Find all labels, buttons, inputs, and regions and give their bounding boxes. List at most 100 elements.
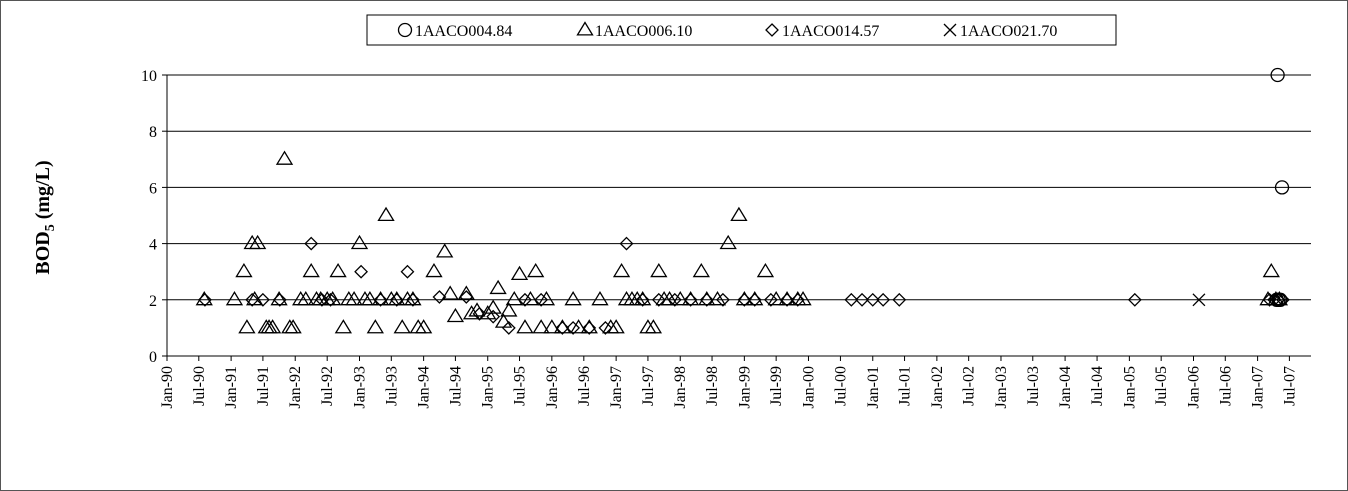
data-point-triangle xyxy=(778,291,796,306)
data-point-triangle xyxy=(543,319,561,334)
y-label-main: BOD xyxy=(32,231,54,274)
data-point-triangle xyxy=(671,291,689,306)
data-point-triangle xyxy=(569,319,588,334)
data-point-triangle xyxy=(719,234,737,250)
data-point-triangle xyxy=(457,285,475,300)
x-tick-label: Jul-99 xyxy=(768,366,785,406)
data-point-diamond xyxy=(272,292,287,307)
data-point-triangle xyxy=(302,262,320,278)
plot-area: 0 2 4 6 8 10 Jan-90 Jul-90 Jan-91 Jul-91 Jan-92 Jul… xyxy=(141,67,1311,409)
data-point-triangle xyxy=(607,319,625,334)
data-point-triangle xyxy=(414,319,433,334)
y-tick-label: 0 xyxy=(149,349,157,366)
legend-marker-triangle xyxy=(576,21,594,36)
data-point-triangle xyxy=(350,234,369,250)
y-label-subscript: 5 xyxy=(43,224,58,231)
data-point-triangle xyxy=(388,291,406,306)
legend-marker-circle xyxy=(397,22,413,38)
data-point-diamond xyxy=(876,292,891,307)
x-tick-label: Jan-99 xyxy=(736,366,753,409)
x-tick-label: Jan-96 xyxy=(544,366,561,409)
data-point-triangle xyxy=(746,291,764,306)
data-point-triangle xyxy=(730,206,748,222)
data-point-triangle xyxy=(371,291,390,306)
x-tick-label: Jan-04 xyxy=(1057,366,1074,409)
data-point-triangle xyxy=(329,262,347,278)
data-point-triangle xyxy=(639,319,657,334)
y-label-unit: (mg/L) xyxy=(32,160,54,224)
data-point-triangle xyxy=(500,302,518,317)
data-point-diamond xyxy=(304,236,319,251)
data-point-triangle xyxy=(510,265,529,281)
data-point-diamond xyxy=(683,292,698,307)
data-point-diamond xyxy=(459,290,474,304)
x-tick-label: Jan-95 xyxy=(480,366,497,409)
data-point-triangle xyxy=(409,319,427,334)
y-tick-label: 10 xyxy=(141,68,157,85)
data-point-triangle xyxy=(794,291,812,306)
data-point-triangle xyxy=(527,262,545,278)
data-point-triangle xyxy=(650,262,668,278)
data-point-triangle xyxy=(243,234,261,250)
x-tick-label: Jul-00 xyxy=(832,366,849,406)
legend-marker-diamond xyxy=(765,23,779,37)
data-point-triangle xyxy=(225,291,244,306)
data-point-diamond xyxy=(472,306,487,321)
data-point-triangle xyxy=(263,319,282,334)
x-tick-label: Jul-03 xyxy=(1025,366,1042,406)
legend-label: 1AACO014.57 xyxy=(782,23,879,40)
data-point-triangle xyxy=(345,291,363,306)
x-tick-label: Jan-97 xyxy=(608,366,625,409)
legend-label: 1AACO004.84 xyxy=(415,23,512,40)
data-point-diamond xyxy=(619,236,634,251)
data-point-triangle xyxy=(634,291,652,306)
data-point-triangle xyxy=(446,307,465,323)
x-tick-label: Jul-94 xyxy=(447,366,464,406)
data-point-triangle xyxy=(334,319,353,334)
data-point-triangle xyxy=(564,291,582,306)
data-point-triangle xyxy=(404,291,422,306)
x-tick-label: Jul-90 xyxy=(191,366,208,406)
data-point-triangle xyxy=(537,291,556,306)
x-tick-label: Jan-05 xyxy=(1121,366,1138,409)
y-tick-label: 4 xyxy=(149,237,157,254)
data-point-diamond xyxy=(865,292,880,307)
data-point-triangle xyxy=(297,291,315,306)
x-tick-label: Jan-03 xyxy=(993,366,1010,409)
data-point-triangle xyxy=(591,291,609,306)
data-point-triangle xyxy=(698,291,716,306)
data-point-diamond xyxy=(566,320,581,335)
data-point-triangle xyxy=(238,319,256,334)
legend-label: 1AACO021.70 xyxy=(960,23,1057,40)
x-tick-label: Jan-98 xyxy=(672,366,689,409)
x-tick-label: Jul-93 xyxy=(383,366,400,406)
x-tick-label: Jan-93 xyxy=(352,366,369,409)
data-point-diamond xyxy=(534,292,549,307)
x-tick-label: Jul-04 xyxy=(1089,366,1106,406)
data-point-triangle xyxy=(248,234,267,250)
data-point-triangle xyxy=(393,319,411,334)
data-point-diamond xyxy=(635,292,650,307)
legend-label: 1AACO006.10 xyxy=(595,23,692,40)
x-tick-label: Jul-01 xyxy=(897,366,914,406)
data-point-triangle xyxy=(284,319,302,334)
y-tick-label: 2 xyxy=(149,293,157,310)
data-point-diamond xyxy=(892,292,907,307)
y-axis-label: BOD5 (mg/L) xyxy=(32,160,58,274)
data-point-triangle xyxy=(521,291,540,306)
series-x-3 xyxy=(1192,293,1206,307)
y-tick-label: 6 xyxy=(149,180,157,197)
series-diamond-2 xyxy=(198,236,1290,335)
data-point-diamond xyxy=(763,292,778,307)
data-point-diamond xyxy=(518,292,532,307)
data-point-diamond xyxy=(1127,292,1142,307)
data-point-triangle xyxy=(553,319,572,334)
data-point-triangle xyxy=(340,291,358,306)
data-point-x xyxy=(1192,293,1206,307)
x-tick-label: Jan-02 xyxy=(929,366,946,409)
data-point-diamond xyxy=(716,292,730,307)
series-triangle-1 xyxy=(195,150,1289,334)
data-point-triangle xyxy=(275,150,294,165)
